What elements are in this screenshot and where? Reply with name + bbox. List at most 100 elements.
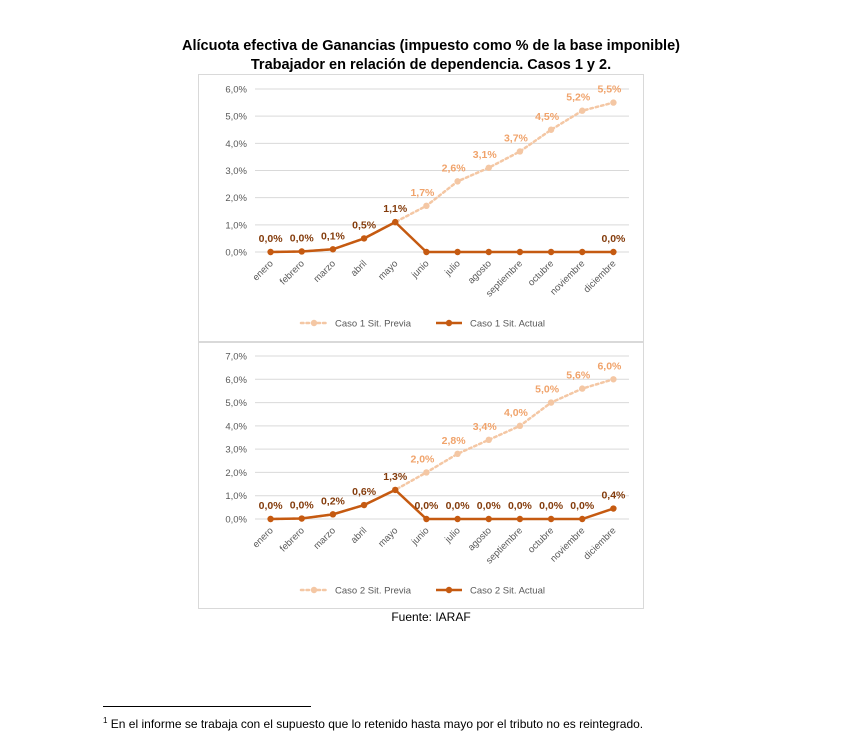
data-label-previa: 3,7%: [504, 132, 529, 144]
data-label-actual: 0,0%: [508, 500, 533, 512]
chart-title-line-1: Alícuota efectiva de Ganancias (impuesto…: [182, 38, 680, 54]
data-label-actual: 0,0%: [477, 500, 502, 512]
point-actual: [516, 248, 524, 256]
x-tick-label: junio: [409, 258, 432, 281]
point-previa: [547, 126, 555, 133]
y-tick-label: 6,0%: [225, 85, 247, 96]
point-actual: [267, 248, 274, 256]
point-actual: [547, 248, 555, 256]
data-label-actual: 0,5%: [352, 219, 377, 231]
legend-label-previa: Caso 2 Sit. Previa: [335, 586, 412, 597]
data-label-actual: 0,0%: [290, 232, 315, 244]
y-tick-label: 3,0%: [225, 166, 247, 177]
data-label-previa: 3,1%: [473, 149, 498, 161]
data-label-previa: 5,0%: [535, 384, 560, 396]
x-tick-label: julio: [442, 258, 462, 278]
point-previa: [485, 164, 492, 171]
legend-marker-actual: [445, 586, 453, 594]
x-tick-label: julio: [442, 525, 462, 545]
x-tick-label: octubre: [526, 525, 556, 555]
point-actual: [298, 248, 305, 255]
point-actual: [516, 515, 524, 523]
point-actual: [423, 248, 430, 256]
data-label-actual: 0,0%: [259, 500, 284, 512]
point-actual: [423, 515, 430, 523]
y-tick-label: 4,0%: [225, 139, 247, 150]
data-label-previa: 2,8%: [442, 435, 467, 447]
data-label-previa: 4,0%: [504, 407, 529, 419]
point-actual: [485, 248, 492, 256]
x-tick-label: abril: [349, 258, 369, 278]
legend-label-actual: Caso 2 Sit. Actual: [470, 586, 545, 597]
x-tick-label: diciembre: [582, 258, 619, 295]
data-label-previa: 5,6%: [566, 370, 591, 382]
data-label-actual: 0,0%: [290, 500, 315, 512]
data-label-previa: 4,5%: [535, 111, 560, 123]
point-previa: [454, 450, 461, 457]
data-label-actual: 0,0%: [446, 500, 471, 512]
point-actual: [267, 515, 274, 523]
x-tick-label: agosto: [466, 258, 494, 286]
point-actual: [579, 248, 586, 256]
point-actual: [610, 505, 617, 512]
data-label-previa: 3,4%: [473, 421, 498, 433]
point-actual: [485, 515, 492, 523]
point-previa: [423, 202, 430, 210]
data-label-actual: 0,1%: [321, 230, 346, 242]
x-tick-label: junio: [409, 525, 432, 548]
point-previa: [454, 178, 461, 185]
x-tick-label: marzo: [312, 258, 338, 284]
point-actual: [454, 248, 461, 256]
point-previa: [610, 376, 617, 383]
y-tick-label: 2,0%: [225, 193, 247, 204]
data-label-actual: 0,0%: [601, 233, 626, 245]
point-previa: [485, 436, 492, 444]
x-tick-label: enero: [251, 258, 276, 283]
x-tick-label: mayo: [376, 525, 400, 549]
y-tick-label: 5,0%: [225, 112, 247, 123]
x-tick-label: agosto: [466, 525, 494, 553]
point-actual: [360, 501, 368, 509]
chart-title-line-2: Trabajador en relación de dependencia. C…: [250, 57, 612, 73]
data-label-actual: 1,1%: [383, 203, 408, 215]
y-tick-label: 4,0%: [225, 421, 247, 432]
y-tick-label: 0,0%: [225, 248, 247, 259]
y-tick-label: 1,0%: [225, 220, 247, 231]
series-line-actual: [270, 220, 614, 254]
legend-label-actual: Caso 1 Sit. Actual: [470, 319, 545, 330]
x-tick-label: mayo: [376, 258, 400, 282]
legend-marker-previa: [310, 319, 318, 327]
footnote-text: En el informe se trabaja con el supuesto…: [110, 717, 644, 731]
y-tick-label: 7,0%: [225, 352, 247, 363]
data-label-actual: 1,3%: [383, 471, 408, 483]
y-tick-label: 6,0%: [225, 375, 247, 386]
point-actual: [298, 515, 305, 522]
data-label-actual: 0,0%: [259, 233, 284, 245]
line-chart-caso-1: 0,0% 1,0% 2,0% 3,0% 4,0% 5,0% 6,0% enero febrero…: [225, 84, 629, 330]
data-label-actual: 0,2%: [321, 495, 346, 507]
y-tick-label: 2,0%: [225, 468, 247, 479]
y-tick-label: 5,0%: [225, 398, 247, 409]
x-tick-label: febrero: [278, 525, 307, 554]
data-label-previa: 1,7%: [410, 187, 435, 199]
point-previa: [423, 469, 430, 476]
data-label-previa: 2,0%: [410, 453, 435, 465]
point-actual: [329, 246, 337, 253]
data-label-actual: 0,0%: [539, 500, 564, 512]
x-tick-label: enero: [251, 525, 276, 550]
legend-marker-previa: [310, 586, 318, 594]
point-previa: [579, 107, 586, 114]
point-previa: [516, 148, 524, 155]
footnote-mark: 1: [103, 716, 108, 725]
legend-label-previa: Caso 1 Sit. Previa: [335, 319, 412, 330]
y-tick-label: 1,0%: [225, 491, 247, 502]
data-label-previa: 6,0%: [597, 360, 622, 372]
footnote-divider: [103, 706, 311, 707]
point-actual: [610, 248, 617, 256]
data-label-actual: 0,0%: [570, 500, 595, 512]
data-label-previa: 5,5%: [597, 84, 622, 96]
x-tick-label: abril: [349, 525, 369, 545]
point-actual: [454, 515, 461, 523]
point-actual: [329, 511, 337, 518]
x-tick-label: diciembre: [582, 525, 619, 562]
